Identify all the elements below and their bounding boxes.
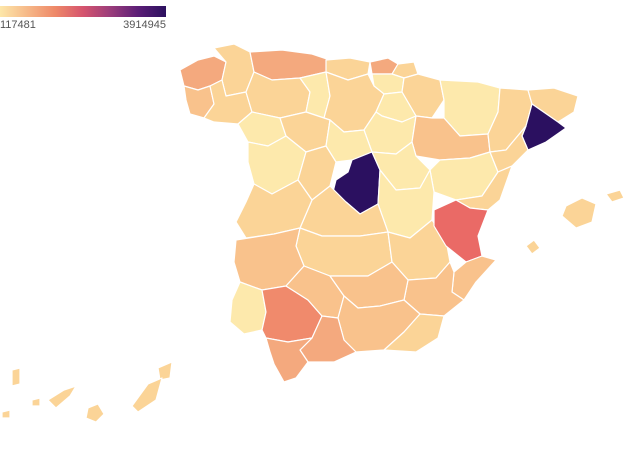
province-almeria[interactable] bbox=[383, 313, 445, 353]
color-legend: 117481 3914945 bbox=[0, 6, 166, 31]
legend-labels: 117481 3914945 bbox=[0, 19, 166, 31]
legend-gradient-bar bbox=[0, 6, 166, 17]
province-canarias-lanzarote[interactable] bbox=[157, 361, 173, 381]
province-canarias-tenerife[interactable] bbox=[47, 385, 77, 409]
province-canarias-la-gomera[interactable] bbox=[31, 397, 41, 407]
province-tarragona[interactable] bbox=[489, 125, 529, 173]
province-alicante[interactable] bbox=[451, 255, 497, 301]
legend-min-label: 117481 bbox=[0, 19, 36, 31]
province-balearics-mallorca[interactable] bbox=[561, 197, 597, 229]
province-cadiz[interactable] bbox=[265, 337, 313, 383]
province-balearics-ibiza[interactable] bbox=[525, 239, 541, 255]
province-huelva[interactable] bbox=[229, 281, 267, 335]
province-valencia[interactable] bbox=[433, 199, 489, 263]
province-canarias-la-palma[interactable] bbox=[11, 367, 21, 387]
province-canarias-el-hierro[interactable] bbox=[1, 409, 11, 419]
legend-max-label: 3914945 bbox=[123, 19, 166, 31]
province-canarias-gran-canaria[interactable] bbox=[85, 403, 105, 423]
province-segovia[interactable] bbox=[325, 119, 373, 163]
province-canarias-fuerteventura[interactable] bbox=[131, 377, 163, 413]
province-balearics-menorca[interactable] bbox=[605, 189, 625, 203]
